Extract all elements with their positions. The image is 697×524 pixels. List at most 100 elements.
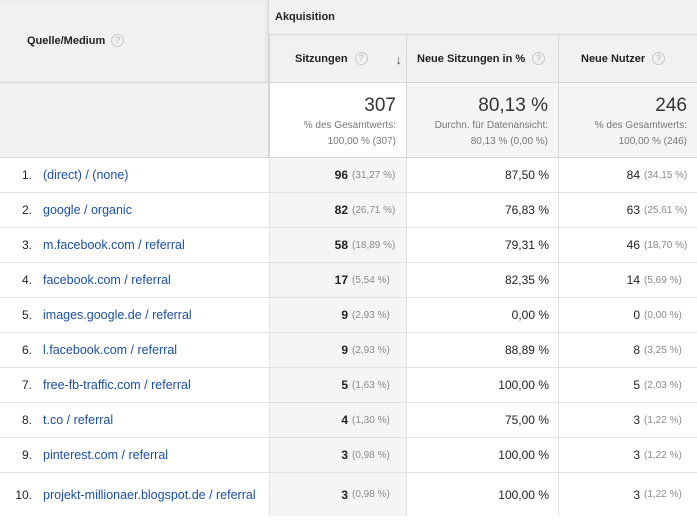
new-users-cell: 46 (18,70 %) xyxy=(558,228,697,262)
new-users-share: (1,22 %) xyxy=(644,414,682,426)
help-icon[interactable]: ? xyxy=(532,52,546,65)
column-header-sessions[interactable]: Sitzungen ? ↓ xyxy=(269,35,406,83)
metric-group-label: Akquisition xyxy=(275,11,335,23)
new-sessions-pct-cell: 75,00 % xyxy=(406,403,558,437)
row-index: 6. xyxy=(21,343,32,357)
sessions-cell: 9 (2,93 %) xyxy=(269,333,406,367)
new-sessions-pct-value: 88,89 % xyxy=(504,343,549,357)
sessions-cell: 58 (18,89 %) xyxy=(269,228,406,262)
sessions-cell: 17 (5,54 %) xyxy=(269,263,406,297)
source-medium-link[interactable]: t.co / referral xyxy=(43,413,114,427)
new-sessions-pct-cell: 100,00 % xyxy=(406,473,558,516)
new-users-value: 46 xyxy=(626,238,640,252)
table-row: 10. projekt-millionaer.blogspot.de / ref… xyxy=(0,473,697,516)
sessions-share: (26,71 %) xyxy=(352,204,396,216)
source-medium-link[interactable]: l.facebook.com / referral xyxy=(43,343,178,357)
sessions-value: 3 xyxy=(341,487,348,502)
new-users-cell: 5 (2,03 %) xyxy=(558,368,697,402)
column-header-new-sessions-pct-label: Neue Sitzungen in % xyxy=(417,52,526,65)
metric-group-header: Akquisition xyxy=(269,0,697,35)
table-row: 3. m.facebook.com / referral 58 (18,89 %)… xyxy=(0,228,697,263)
new-users-share: (0,00 %) xyxy=(644,309,682,321)
sessions-share: (1,30 %) xyxy=(352,414,390,426)
sessions-value: 5 xyxy=(341,378,348,392)
sessions-share: (2,93 %) xyxy=(352,344,390,356)
source-medium-link[interactable]: facebook.com / referral xyxy=(43,273,171,287)
new-users-cell: 14 (5,69 %) xyxy=(558,263,697,297)
dimension-header-label-wrap: Quelle/Medium ? xyxy=(27,34,125,47)
totals-new-users-cell: 246 % des Gesamtwerts: 100,00 % (246) xyxy=(558,83,697,158)
sort-descending-icon[interactable]: ↓ xyxy=(395,52,403,67)
dimension-header[interactable]: Quelle/Medium ? xyxy=(0,0,269,83)
sessions-value: 17 xyxy=(334,273,348,287)
new-sessions-pct-cell: 79,31 % xyxy=(406,228,558,262)
new-users-cell: 3 (1,22 %) xyxy=(558,438,697,472)
sessions-cell: 4 (1,30 %) xyxy=(269,403,406,437)
help-icon[interactable]: ? xyxy=(652,52,666,65)
sessions-value: 9 xyxy=(341,343,348,357)
table-row: 6. l.facebook.com / referral 9 (2,93 %) 8… xyxy=(0,333,697,368)
sessions-share: (2,93 %) xyxy=(352,309,390,321)
source-medium-link[interactable]: pinterest.com / referral xyxy=(43,448,169,462)
new-users-share: (5,69 %) xyxy=(644,274,682,286)
table-row: 9. pinterest.com / referral 3 (0,98 %) 10… xyxy=(0,438,697,473)
new-users-cell: 8 (3,25 %) xyxy=(558,333,697,367)
totals-sessions-value: 307 xyxy=(364,95,396,116)
source-medium-link[interactable]: free-fb-traffic.com / referral xyxy=(43,378,191,392)
source-medium-link[interactable]: (direct) / (none) xyxy=(43,168,129,182)
totals-sessions-caption: % des Gesamtwerts: xyxy=(303,120,396,131)
sessions-value: 82 xyxy=(334,203,348,217)
new-sessions-pct-value: 0,00 % xyxy=(511,308,549,322)
new-sessions-pct-cell: 88,89 % xyxy=(406,333,558,367)
row-index: 7. xyxy=(21,378,32,392)
new-users-share: (18,70 %) xyxy=(644,239,688,251)
help-icon[interactable]: ? xyxy=(354,52,368,65)
row-index: 9. xyxy=(21,448,32,462)
new-sessions-pct-cell: 87,50 % xyxy=(406,158,558,192)
source-medium-link[interactable]: projekt-millionaer.blogspot.de / referra… xyxy=(43,487,256,502)
new-users-value: 84 xyxy=(626,168,640,182)
new-sessions-pct-cell: 100,00 % xyxy=(406,368,558,402)
new-users-value: 3 xyxy=(633,448,640,462)
new-sessions-pct-value: 100,00 % xyxy=(498,487,549,502)
source-medium-link[interactable]: images.google.de / referral xyxy=(43,308,192,322)
new-users-share: (2,03 %) xyxy=(644,379,682,391)
new-users-share: (25,61 %) xyxy=(644,204,688,216)
column-header-new-users[interactable]: Neue Nutzer ? xyxy=(558,35,697,83)
source-medium-link[interactable]: google / organic xyxy=(43,203,132,217)
column-header-new-users-label: Neue Nutzer xyxy=(581,52,646,65)
new-users-share: (1,22 %) xyxy=(644,489,682,500)
sessions-cell: 5 (1,63 %) xyxy=(269,368,406,402)
source-medium-link[interactable]: m.facebook.com / referral xyxy=(43,238,185,252)
new-users-cell: 84 (34,15 %) xyxy=(558,158,697,192)
column-header-sessions-label: Sitzungen xyxy=(295,52,348,65)
totals-new-sessions-pct-cell: 80,13 % Durchn. für Datenansicht: 80,13 … xyxy=(406,83,558,158)
new-users-value: 5 xyxy=(633,378,640,392)
new-users-share: (34,15 %) xyxy=(644,169,688,181)
totals-new-sessions-pct-value: 80,13 % xyxy=(478,95,548,116)
new-sessions-pct-value: 82,35 % xyxy=(504,273,549,287)
totals-new-sessions-pct-detail: 80,13 % (0,00 %) xyxy=(470,136,548,147)
sessions-share: (31,27 %) xyxy=(352,169,396,181)
sessions-cell: 3 (0,98 %) xyxy=(269,438,406,472)
table-row: 8. t.co / referral 4 (1,30 %) 75,00 % 3 (1… xyxy=(0,403,697,438)
sessions-share: (0,98 %) xyxy=(352,489,390,500)
row-index: 10. xyxy=(15,487,32,502)
table-body: 1. (direct) / (none) 96 (31,27 %) 87,50 %… xyxy=(0,158,697,516)
table-row: 4. facebook.com / referral 17 (5,54 %) 82… xyxy=(0,263,697,298)
row-index: 5. xyxy=(21,308,32,322)
new-users-value: 8 xyxy=(633,343,640,357)
totals-new-sessions-pct-caption: Durchn. für Datenansicht: xyxy=(434,120,548,131)
column-header-new-sessions-pct[interactable]: Neue Sitzungen in % ? xyxy=(406,35,558,83)
sessions-value: 58 xyxy=(334,238,348,252)
dimension-header-label: Quelle/Medium xyxy=(27,34,106,47)
help-icon[interactable]: ? xyxy=(111,34,125,47)
new-sessions-pct-cell: 0,00 % xyxy=(406,298,558,332)
new-users-cell: 3 (1,22 %) xyxy=(558,473,697,516)
sessions-cell: 82 (26,71 %) xyxy=(269,193,406,227)
new-sessions-pct-value: 76,83 % xyxy=(504,203,549,217)
table-row: 1. (direct) / (none) 96 (31,27 %) 87,50 %… xyxy=(0,158,697,193)
new-sessions-pct-value: 87,50 % xyxy=(504,168,549,182)
totals-new-users-value: 246 xyxy=(655,95,687,116)
new-sessions-pct-value: 100,00 % xyxy=(498,448,549,462)
